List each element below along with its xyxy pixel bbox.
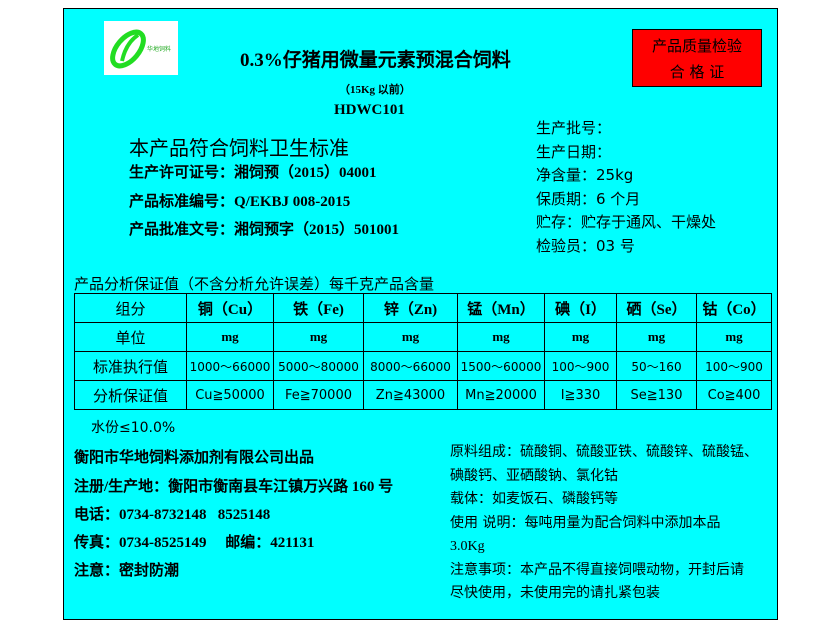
hygiene-standard: 本产品符合饲料卫生标准 xyxy=(129,136,349,160)
certificate-line1: 产品质量检验 xyxy=(651,37,742,55)
product-label: 华地饲料 0.3%仔猪用微量元素预混合饲料 （15Kg 以前） HDWC101 … xyxy=(63,8,778,620)
production-date: 生产日期： xyxy=(536,142,612,161)
table-header: 钴（Co） xyxy=(696,293,772,323)
analysis-table: 组分 铜（Cu） 铁（Fe) 锌（Zn) 锰（Mn） 碘（I） 硒（Se） 钴（… xyxy=(74,293,772,410)
storage-note: 注意：密封防潮 xyxy=(74,563,180,579)
table-cell: mg xyxy=(457,322,545,352)
table-cell: mg xyxy=(696,322,772,352)
table-cell: 5000～80000 xyxy=(273,351,364,381)
license-number: 生产许可证号：湘饲预（2015）04001 xyxy=(129,165,377,181)
usage-amount: 3.0Kg xyxy=(450,539,485,554)
table-cell: 1500～60000 xyxy=(457,351,545,381)
logo-text: 华地饲料 xyxy=(147,45,171,53)
shelf-life: 保质期：6 个月 xyxy=(536,189,641,208)
table-cell: 1000～66000 xyxy=(186,351,274,381)
product-code: HDWC101 xyxy=(334,102,405,118)
table-cell: Fe≧70000 xyxy=(273,380,364,410)
table-header: 组分 xyxy=(74,293,187,323)
company-name: 衡阳市华地饲料添加剂有限公司出品 xyxy=(74,450,315,466)
table-row: 分析保证值 Cu≧50000 Fe≧70000 Zn≧43000 Mn≧2000… xyxy=(74,380,772,410)
row-label: 标准执行值 xyxy=(74,351,187,381)
table-cell: Zn≧43000 xyxy=(363,380,458,410)
table-cell: mg xyxy=(544,322,617,352)
carrier-line: 载体：如麦饭石、磷酸钙等 xyxy=(450,491,618,507)
table-cell: Cu≧50000 xyxy=(186,380,274,410)
phone: 电话：0734-8732148 8525148 xyxy=(74,507,271,523)
table-cell: 50～160 xyxy=(616,351,697,381)
usage-line: 使用 说明：每吨用量为配合饲料中添加本品 xyxy=(450,514,721,531)
row-label: 单位 xyxy=(74,322,187,352)
product-info: 生产批号： 生产日期： 净含量：25kg 保质期：6 个月 贮存：贮存于通风、干… xyxy=(536,117,716,258)
table-cell: Se≧130 xyxy=(616,380,697,410)
ingredients-line: 碘酸钙、亚硒酸钠、氯化钴 xyxy=(450,467,618,484)
ingredients-usage: 原料组成：硫酸铜、硫酸亚铁、硫酸锌、硫酸锰、 碘酸钙、亚硒酸钠、氯化钴 载体：如… xyxy=(450,441,758,606)
table-cell: mg xyxy=(186,322,274,352)
fax-postcode: 传真：0734-8525149 邮编：421131 xyxy=(74,535,315,551)
quality-certificate-badge: 产品质量检验 合 格 证 xyxy=(632,29,762,87)
caution-line: 尽快使用，未使用完的请扎紧包装 xyxy=(450,585,660,601)
product-subtitle: （15Kg 以前） xyxy=(339,84,411,96)
table-header: 铜（Cu） xyxy=(186,293,274,323)
net-weight: 净含量：25kg xyxy=(536,166,634,184)
certificate-line2: 合 格 证 xyxy=(669,63,725,81)
caution-line: 注意事项：本产品不得直接饲喂动物，开封后请 xyxy=(450,561,744,578)
storage: 贮存：贮存于通风、干燥处 xyxy=(536,213,717,231)
moisture: 水份≤10.0% xyxy=(91,420,176,436)
ingredients-line: 原料组成：硫酸铜、硫酸亚铁、硫酸锌、硫酸锰、 xyxy=(450,444,758,460)
table-cell: Co≧400 xyxy=(696,380,772,410)
table-title: 产品分析保证值（不含分析允许误差）每千克产品含量 xyxy=(74,275,435,293)
table-cell: mg xyxy=(616,322,697,352)
product-title: 0.3%仔猪用微量元素预混合饲料 xyxy=(240,50,511,71)
table-cell: 100～900 xyxy=(544,351,617,381)
approval-number: 产品批准文号：湘饲预字（2015）501001 xyxy=(129,222,400,238)
inspector: 检验员：03 号 xyxy=(536,236,635,255)
table-row: 标准执行值 1000～66000 5000～80000 8000～66000 1… xyxy=(74,351,772,381)
table-cell: mg xyxy=(363,322,458,352)
leaf-logo-icon: 华地饲料 xyxy=(110,29,171,69)
table-cell: I≧330 xyxy=(544,380,617,410)
address: 注册/生产地：衡阳市衡南县车江镇万兴路 160 号 xyxy=(74,479,394,495)
standard-number: 产品标准编号：Q/EKBJ 008-2015 xyxy=(129,194,351,210)
table-cell: 8000～66000 xyxy=(363,351,458,381)
table-cell: 100～900 xyxy=(696,351,772,381)
batch-number: 生产批号： xyxy=(536,119,612,137)
table-header: 碘（I） xyxy=(544,293,617,323)
table-cell: mg xyxy=(273,322,364,352)
table-row: 单位 mg mg mg mg mg mg mg xyxy=(74,322,772,352)
table-header-row: 组分 铜（Cu） 铁（Fe) 锌（Zn) 锰（Mn） 碘（I） 硒（Se） 钴（… xyxy=(74,293,772,323)
table-header: 铁（Fe) xyxy=(273,293,364,323)
table-cell: Mn≧20000 xyxy=(457,380,545,410)
table-header: 锌（Zn) xyxy=(363,293,458,323)
row-label: 分析保证值 xyxy=(74,380,187,410)
table-header: 锰（Mn） xyxy=(457,293,545,323)
company-logo: 华地饲料 xyxy=(104,21,178,75)
table-header: 硒（Se） xyxy=(616,293,697,323)
